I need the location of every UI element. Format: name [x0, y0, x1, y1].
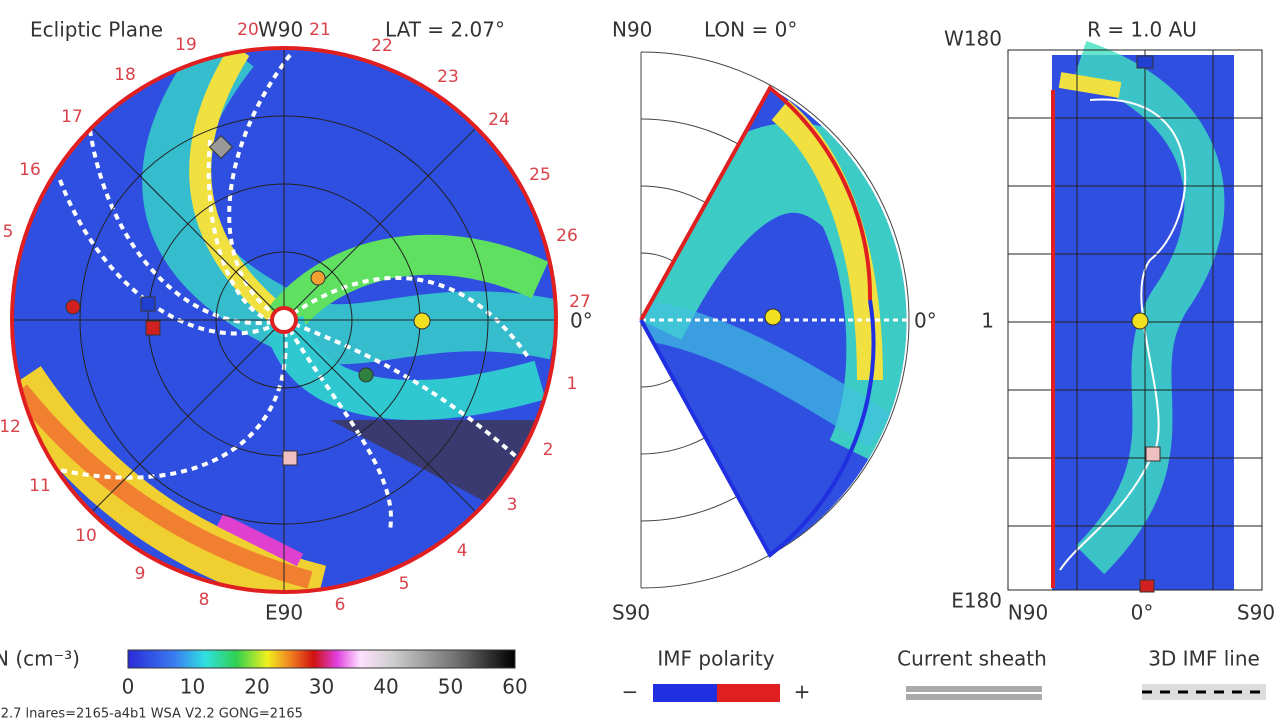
- rotation-labels: 20 21 22 23 24 25 26 27 1 2 3 4 5 6 8 9 …: [0, 20, 591, 615]
- spacecraft-marker: [140, 296, 156, 312]
- rotation-label: 2: [543, 440, 554, 460]
- colorbar-label: N (cm⁻³): [0, 647, 80, 671]
- colorbar-tick-label: 50: [438, 675, 463, 699]
- polarity-positive: [717, 684, 780, 702]
- rotation-label: 5: [3, 222, 14, 242]
- rotation-label: 12: [0, 417, 21, 437]
- axis-label: W90: [258, 18, 303, 42]
- wedge-border: [639, 84, 873, 321]
- rotation-label: 20: [237, 20, 259, 40]
- axis-label: W180: [944, 27, 1002, 51]
- axis-label: 0°: [1131, 601, 1154, 625]
- rotation-label: 19: [175, 35, 197, 55]
- axis-label: E180: [951, 589, 1002, 613]
- axis-label: N90: [612, 18, 652, 42]
- rotation-label: 1: [567, 374, 578, 394]
- rotation-label: 10: [75, 526, 97, 546]
- rotation-label: 25: [529, 165, 551, 185]
- spacecraft-marker: [1136, 55, 1154, 69]
- colorbar-tick-label: 0: [122, 675, 135, 699]
- colorbar-tick-label: 20: [244, 675, 269, 699]
- sphere-panel: R = 1.0 AU W180 1 E180 N90 0° S90: [944, 18, 1275, 625]
- colorbar-gradient: [127, 649, 516, 669]
- spacecraft-marker: [145, 320, 161, 336]
- spacecraft-marker: [1145, 446, 1161, 462]
- polarity-negative: [653, 684, 717, 702]
- rotation-label: 17: [61, 107, 83, 127]
- spacecraft-marker: [208, 134, 234, 160]
- colorbar-tick-label: 10: [180, 675, 205, 699]
- rotation-label: 16: [19, 160, 41, 180]
- planet-marker: [310, 270, 326, 286]
- rotation-label: 24: [488, 110, 510, 130]
- rotation-label: 21: [309, 20, 331, 40]
- axis-label: S90: [612, 601, 650, 625]
- axis-label: N90: [1008, 601, 1048, 625]
- legend-sign: −: [622, 680, 639, 704]
- colorbar-tick-label: 40: [373, 675, 398, 699]
- legend-title: IMF polarity: [657, 647, 774, 671]
- axis-label: 0°: [914, 309, 937, 333]
- rotation-label: 27: [569, 292, 591, 312]
- rotation-label: 5: [399, 574, 410, 594]
- legend-title: Current sheath: [897, 647, 1047, 671]
- axis-label: 1: [981, 309, 994, 333]
- ecliptic-panel: Ecliptic Plane W90 LAT = 2.07° 0° E90 20…: [0, 18, 593, 625]
- earth-marker: [764, 308, 782, 326]
- axis-label: E90: [265, 601, 303, 625]
- legend-title: 3D IMF line: [1148, 647, 1260, 671]
- rotation-label: 23: [437, 67, 459, 87]
- spacecraft-marker: [1139, 579, 1155, 593]
- footer: -2.7 lnares=2165-a4b1 WSA V2.2 GONG=2165: [0, 707, 303, 720]
- axis-label: 0°: [570, 309, 593, 333]
- colorbar-ticks: 0 10 20 30 40 50 60: [122, 675, 528, 699]
- legend-sign: +: [794, 680, 811, 704]
- density-feature: [1058, 72, 1122, 98]
- rotation-label: 9: [135, 564, 146, 584]
- panel-title: Ecliptic Plane: [30, 18, 163, 42]
- colorbar-tick-label: 60: [502, 675, 527, 699]
- planet-marker: [65, 299, 81, 315]
- disk-border: [10, 46, 558, 594]
- axis-label: S90: [1237, 601, 1275, 625]
- colorbar-tick-label: 30: [309, 675, 334, 699]
- earth-marker: [413, 312, 431, 330]
- legend: IMF polarity − + Current sheath 3D IMF l…: [622, 647, 1266, 704]
- rotation-label: 11: [29, 476, 51, 496]
- sun: [270, 306, 298, 334]
- rotation-label: 18: [114, 65, 136, 85]
- wedge-border: [639, 299, 876, 559]
- planet-marker: [358, 367, 374, 383]
- rotation-label: 4: [457, 541, 468, 561]
- lon-label: LON = 0°: [704, 18, 797, 42]
- rotation-label: 26: [556, 226, 578, 246]
- spacecraft-marker: [282, 450, 298, 466]
- grid: [1007, 49, 1263, 591]
- meridional-panel: N90 LON = 0° S90 0°: [612, 18, 937, 625]
- rotation-label: 3: [507, 495, 518, 515]
- panel-title: R = 1.0 AU: [1087, 18, 1197, 42]
- colorbar: N (cm⁻³) 0 10 20 30 40 50 60: [0, 647, 528, 699]
- rotation-label: 22: [371, 36, 393, 56]
- lat-label: LAT = 2.07°: [385, 18, 505, 42]
- rotation-label: 6: [335, 595, 346, 615]
- density-features: [641, 100, 907, 481]
- rotation-label: 8: [199, 590, 210, 610]
- earth-marker: [1131, 312, 1149, 330]
